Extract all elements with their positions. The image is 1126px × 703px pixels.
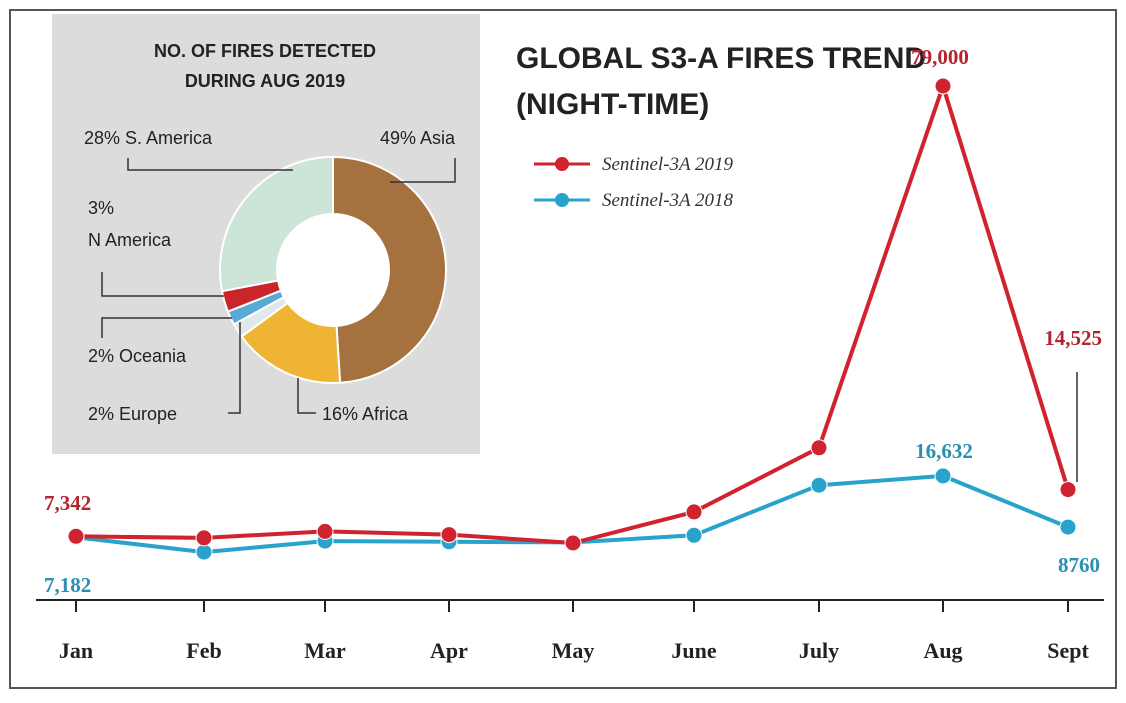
inset-title-line-2: DURING AUG 2019 xyxy=(185,71,345,91)
leader-line-africa xyxy=(297,378,316,414)
donut-chart xyxy=(219,155,447,384)
legend-marker-2019 xyxy=(555,157,569,171)
series-layer xyxy=(67,77,1077,561)
leader-line-europe xyxy=(228,322,241,414)
pie-label-s-america: 28% S. America xyxy=(84,128,213,148)
point-2018-aug xyxy=(934,467,952,485)
x-axis: Jan Feb Mar Apr May June July Aug Sept xyxy=(59,600,1089,663)
x-tick-label-apr: Apr xyxy=(430,638,468,663)
anno-aug-2018: 16,632 xyxy=(915,439,973,463)
chart-subtitle: (NIGHT-TIME) xyxy=(516,88,709,121)
point-2019-mar xyxy=(316,522,334,540)
point-2019-feb xyxy=(195,529,213,547)
legend-label-2019: Sentinel-3A 2019 xyxy=(602,154,734,175)
point-2018-feb xyxy=(195,543,213,561)
pie-label-europe: 2% Europe xyxy=(88,404,177,424)
pie-label-n-america-pct: 3% xyxy=(88,198,114,218)
legend-label-2018: Sentinel-3A 2018 xyxy=(602,190,734,211)
x-tick-label-mar: Mar xyxy=(304,638,346,663)
point-2018-june xyxy=(685,526,703,544)
anno-jan-2018: 7,182 xyxy=(44,573,91,597)
x-tick-label-feb: Feb xyxy=(186,638,221,663)
pie-label-africa: 16% Africa xyxy=(322,404,409,424)
pie-label-n-america-name: N America xyxy=(88,230,172,250)
legend-marker-2018 xyxy=(555,193,569,207)
point-2019-jan xyxy=(67,527,85,545)
pie-label-oceania: 2% Oceania xyxy=(88,346,187,366)
x-tick-label-aug: Aug xyxy=(923,638,962,663)
x-tick-label-june: June xyxy=(671,638,716,663)
anno-sept-2019: 14,525 xyxy=(1044,326,1102,350)
chart-title: GLOBAL S3-A FIRES TREND xyxy=(516,42,926,75)
anno-sept-2018: 8760 xyxy=(1058,553,1100,577)
leader-line-asia xyxy=(390,158,456,183)
anno-jan-2019: 7,342 xyxy=(44,491,91,515)
pie-label-asia: 49% Asia xyxy=(380,128,456,148)
donut-hole xyxy=(277,214,389,326)
point-2019-apr xyxy=(440,526,458,544)
point-2019-sept xyxy=(1059,481,1077,499)
point-2018-sept xyxy=(1059,518,1077,536)
anno-aug-2019: 79,000 xyxy=(911,45,969,69)
point-2019-july xyxy=(810,439,828,457)
x-tick-label-sept: Sept xyxy=(1047,638,1089,663)
x-tick-label-jan: Jan xyxy=(59,638,93,663)
leader-line-n-america xyxy=(101,272,224,297)
inset-title-line-1: NO. OF FIRES DETECTED xyxy=(154,41,376,61)
x-tick-label-may: May xyxy=(552,638,595,663)
leader-line-s-america xyxy=(127,158,293,171)
point-2019-aug xyxy=(934,77,952,95)
leader-line-oceania xyxy=(101,317,232,338)
point-2019-june xyxy=(685,503,703,521)
x-tick-label-july: July xyxy=(799,638,839,663)
point-2019-may xyxy=(564,534,582,552)
point-2018-july xyxy=(810,476,828,494)
